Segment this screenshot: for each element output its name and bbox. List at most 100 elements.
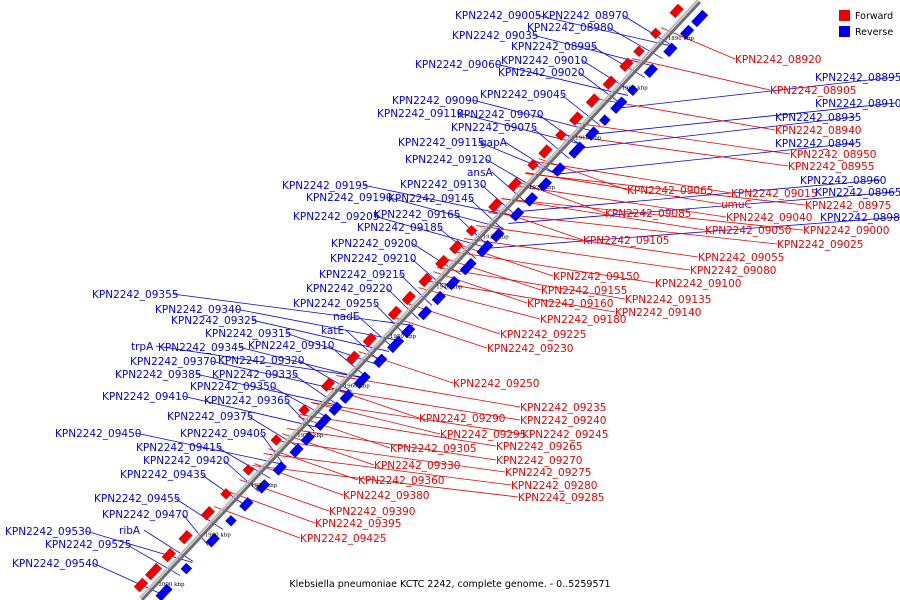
forward-gene-label: KPN2242_09245	[522, 429, 608, 441]
forward-gene-arrow	[270, 434, 282, 446]
scale-ticks: 1890 kbp 1900 kbp 1910 kbp 1920 kbp 1930 kbp…	[158, 36, 694, 588]
reverse-gene-arrow	[568, 141, 586, 159]
reverse-gene-label: KPN2242_09215	[319, 269, 405, 281]
label-connector	[578, 71, 621, 104]
label-connector	[324, 388, 521, 421]
forward-gene-label: KPN2242_08905	[770, 85, 856, 97]
gene-features	[133, 3, 709, 600]
reverse-gene-arrow	[476, 239, 494, 258]
forward-gene-label: KPN2242_09265	[496, 441, 582, 453]
forward-gene-label: KPN2242_09100	[655, 278, 741, 290]
forward-gene-arrow	[362, 332, 377, 348]
label-connector	[292, 373, 339, 406]
reverse-gene-label: KPN2242_09070	[457, 109, 543, 121]
label-connector	[172, 293, 414, 326]
forward-gene-arrow	[435, 254, 450, 270]
label-connector	[591, 102, 896, 135]
label-connector	[532, 34, 656, 67]
reverse-gene-label: KPN2242_09405	[180, 428, 266, 440]
reverse-gene-label: KPN2242_09035	[452, 30, 538, 42]
reverse-gene-label: KPN2242_09120	[405, 154, 491, 166]
label-connector	[622, 14, 674, 47]
reverse-gene-label: KPN2242_09090	[392, 95, 478, 107]
forward-gene-arrow	[144, 562, 162, 581]
forward-gene-arrow	[585, 93, 601, 108]
reverse-gene-label: KPN2242_09365	[204, 395, 290, 407]
forward-gene-label: KPN2242_09290	[419, 413, 505, 425]
reverse-gene-label: KPN2242_09335	[212, 369, 298, 381]
forward-gene-label: KPN2242_09150	[553, 271, 639, 283]
forward-gene-arrow	[488, 198, 503, 213]
reverse-gene-arrow	[239, 497, 254, 512]
reverse-gene-arrow	[509, 207, 525, 222]
forward-gene-arrow	[507, 177, 522, 192]
reverse-gene-label: KPN2242_09210	[330, 253, 416, 265]
label-connector	[488, 212, 778, 245]
tick-label: 1960 kbp	[344, 384, 371, 390]
reverse-gene-arrow	[387, 335, 405, 354]
tick-label: 1990 kbp	[205, 532, 232, 538]
label-connector	[437, 267, 626, 300]
forward-gene-label: KPN2242_09080	[690, 265, 776, 277]
forward-gene-label: KPN2242_09235	[520, 402, 606, 414]
reverse-gene-arrow	[599, 114, 611, 126]
forward-gene-label: KPN2242_09380	[343, 490, 429, 502]
legend-reverse-swatch	[839, 26, 850, 37]
reverse-gene-label: KPN2242_09255	[293, 298, 379, 310]
reverse-gene-label: katE	[321, 325, 344, 337]
label-connector	[358, 351, 454, 384]
forward-gene-label: KPN2242_09225	[500, 329, 586, 341]
reverse-gene-label: gapA	[480, 137, 508, 149]
forward-gene-arrow	[345, 350, 361, 365]
label-connector	[524, 173, 806, 206]
label-connector	[476, 225, 699, 258]
reverse-gene-label: KPN2242_09540	[12, 558, 98, 570]
reverse-gene-label: KPN2242_09450	[55, 428, 141, 440]
label-connector	[299, 414, 497, 447]
label-connector	[386, 196, 504, 229]
forward-gene-label: KPN2242_09155	[541, 285, 627, 297]
reverse-gene-arrow	[459, 257, 477, 276]
forward-gene-arrow	[161, 547, 176, 563]
forward-gene-label: KPN2242_09295	[440, 429, 526, 441]
reverse-gene-arrow	[300, 431, 315, 446]
reverse-gene-label: KPN2242_09455	[94, 493, 180, 505]
label-connector	[297, 416, 391, 449]
label-connector	[517, 181, 606, 214]
label-connector	[478, 141, 556, 174]
forward-gene-arrow	[178, 529, 193, 545]
reverse-gene-label: KPN2242_09420	[143, 455, 229, 467]
forward-gene-arrow	[387, 305, 402, 321]
reverse-gene-label: KPN2242_09020	[498, 67, 584, 79]
forward-gene-arrow	[320, 377, 335, 392]
label-connector	[325, 386, 420, 419]
label-connector	[182, 395, 319, 428]
tick-label: 1930 kbp	[483, 235, 510, 241]
label-connector	[660, 27, 736, 60]
label-connector	[468, 197, 504, 230]
reverse-gene-arrow	[417, 305, 432, 321]
label-connector	[410, 257, 448, 290]
reverse-gene-label: KPN2242_08970	[542, 10, 628, 22]
forward-gene-label: KPN2242_09425	[300, 533, 386, 545]
forward-gene-label: KPN2242_09135	[625, 294, 711, 306]
label-connector	[260, 432, 284, 465]
label-connector	[268, 448, 359, 481]
label-connector	[345, 329, 380, 362]
forward-gene-label: KPN2242_09285	[518, 492, 604, 504]
forward-gene-arrow	[669, 3, 684, 19]
label-connector	[615, 76, 896, 109]
label-connector	[155, 345, 365, 378]
tick-label: 1940 kbp	[436, 284, 463, 290]
forward-gene-label: umuC	[721, 199, 752, 211]
reverse-gene-label: KPN2242_09220	[306, 283, 392, 295]
reverse-gene-label: KPN2242_09130	[400, 179, 486, 191]
reverse-gene-label: KPN2242_09525	[45, 539, 131, 551]
label-connector	[135, 432, 284, 465]
label-connector	[182, 513, 209, 546]
reverse-gene-label: KPN2242_09010	[501, 55, 587, 67]
reverse-gene-arrow	[431, 290, 446, 306]
reverse-gene-arrow	[225, 515, 237, 527]
legend-forward-label: Forward	[855, 11, 893, 22]
reverse-gene-arrow	[523, 192, 538, 207]
